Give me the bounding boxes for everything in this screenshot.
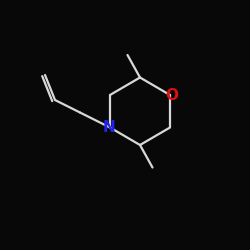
Text: O: O [165, 88, 178, 102]
Text: N: N [102, 120, 115, 135]
